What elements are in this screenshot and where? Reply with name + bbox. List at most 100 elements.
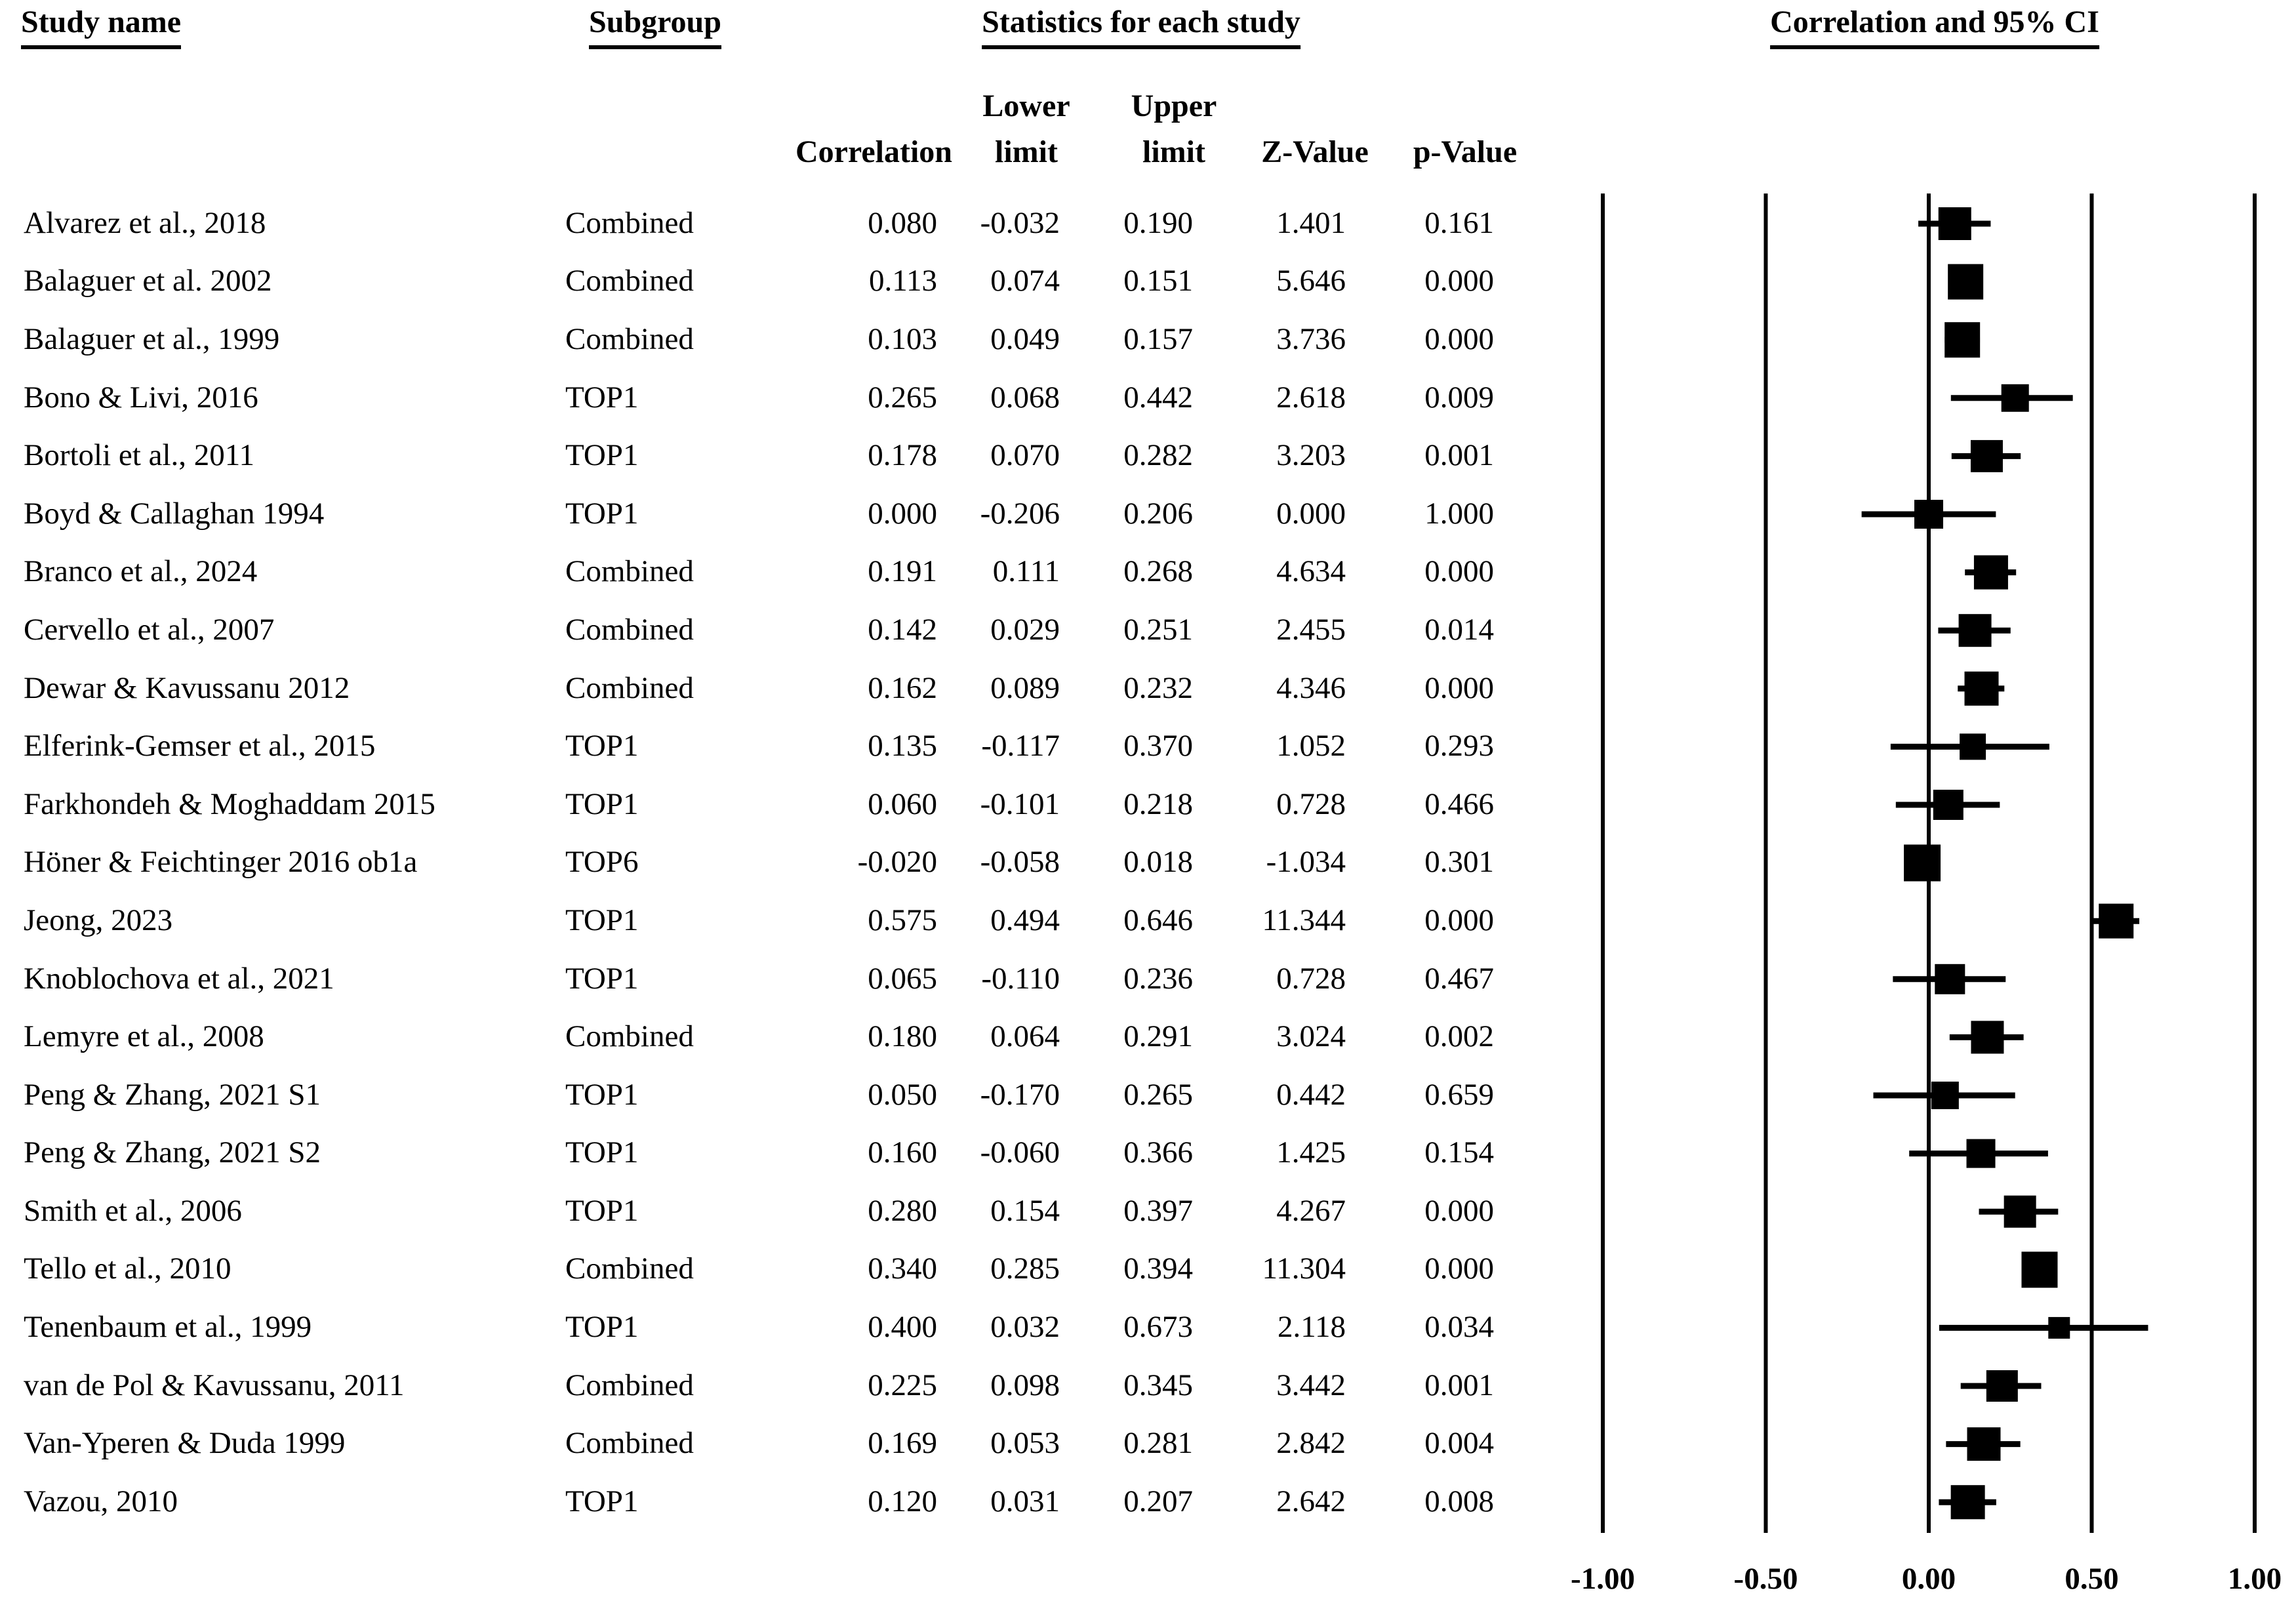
subgroup-cell: TOP1	[565, 786, 639, 821]
table-row: Smith et al., 2006 TOP1 0.280 0.154 0.39…	[0, 1182, 1574, 1240]
table-row: Lemyre et al., 2008 Combined 0.180 0.064…	[0, 1007, 1574, 1066]
correlation-cell: 0.280	[868, 1193, 937, 1228]
p-value-cell: 0.034	[1424, 1310, 1494, 1345]
table-row: Balaguer et al. 2002 Combined 0.113 0.07…	[0, 253, 1574, 311]
effect-square	[1914, 500, 1943, 529]
lower-limit-cell: 0.111	[992, 554, 1060, 589]
effect-square	[1958, 614, 1992, 647]
upper-limit-cell: 0.268	[1123, 554, 1193, 589]
p-value-cell: 0.000	[1424, 554, 1494, 589]
study-name-cell: Tello et al., 2010	[24, 1251, 232, 1286]
correlation-cell: 0.191	[868, 554, 937, 589]
study-table: Alvarez et al., 2018 Combined 0.080 -0.0…	[0, 194, 1574, 1531]
lower-header-line1: Lower	[982, 89, 1070, 123]
effect-square	[1931, 1082, 1959, 1109]
correlation-cell: 0.265	[868, 380, 937, 415]
subgroup-cell: TOP1	[565, 1193, 639, 1228]
z-value-cell: 1.425	[1276, 1135, 1346, 1170]
x-axis-tick-label: 0.50	[2064, 1562, 2119, 1596]
effect-square	[1938, 207, 1971, 240]
subgroup-cell: Combined	[565, 1368, 694, 1402]
table-row: Farkhondeh & Moghaddam 2015 TOP1 0.060 -…	[0, 775, 1574, 834]
subgroup-cell: Combined	[565, 670, 694, 705]
subgroup-cell: TOP1	[565, 961, 639, 996]
p-value-cell: 0.161	[1424, 205, 1494, 240]
table-row: Balaguer et al., 1999 Combined 0.103 0.0…	[0, 310, 1574, 369]
study-name-cell: Balaguer et al. 2002	[24, 264, 272, 298]
subgroup-cell: TOP1	[565, 729, 639, 763]
effect-square	[1904, 844, 1941, 882]
z-value-cell: 3.024	[1276, 1019, 1346, 1054]
table-row: Branco et al., 2024 Combined 0.191 0.111…	[0, 543, 1574, 601]
study-name-cell: Bono & Livi, 2016	[24, 380, 258, 415]
study-name-cell: Alvarez et al., 2018	[24, 205, 266, 240]
lower-limit-cell: 0.032	[990, 1310, 1060, 1345]
correlation-cell: 0.000	[868, 496, 937, 531]
table-row: Elferink-Gemser et al., 2015 TOP1 0.135 …	[0, 717, 1574, 775]
study-name-cell: Lemyre et al., 2008	[24, 1019, 264, 1054]
p-value-cell: 0.000	[1424, 1193, 1494, 1228]
z-value-cell: 2.118	[1277, 1310, 1346, 1345]
lower-limit-cell: -0.117	[981, 729, 1060, 763]
p-value-cell: 0.000	[1424, 903, 1494, 937]
table-row: Bortoli et al., 2011 TOP1 0.178 0.070 0.…	[0, 426, 1574, 485]
subgroup-cell: Combined	[565, 205, 694, 240]
z-value-cell: 2.618	[1276, 380, 1346, 415]
subgroup-header: Subgroup	[589, 4, 721, 50]
lower-limit-cell: -0.058	[980, 845, 1060, 880]
study-name-cell: Peng & Zhang, 2021 S2	[24, 1135, 321, 1170]
p-value-cell: 0.466	[1424, 786, 1494, 821]
subgroup-cell: Combined	[565, 1251, 694, 1286]
subgroup-cell: Combined	[565, 612, 694, 647]
table-row: Cervello et al., 2007 Combined 0.142 0.0…	[0, 601, 1574, 659]
study-name-cell: Elferink-Gemser et al., 2015	[24, 729, 376, 763]
table-row: Tello et al., 2010 Combined 0.340 0.285 …	[0, 1240, 1574, 1299]
correlation-cell: 0.065	[868, 961, 937, 996]
effect-square	[1970, 439, 2003, 472]
lower-limit-cell: -0.032	[980, 205, 1060, 240]
table-row: Vazou, 2010 TOP1 0.120 0.031 0.207 2.642…	[0, 1473, 1574, 1531]
study-name-cell: Smith et al., 2006	[24, 1193, 242, 1228]
study-name-cell: Knoblochova et al., 2021	[24, 961, 334, 996]
upper-limit-cell: 0.282	[1123, 438, 1193, 473]
p-value-cell: 0.467	[1424, 961, 1494, 996]
study-name-cell: Farkhondeh & Moghaddam 2015	[24, 786, 435, 821]
study-name-cell: Jeong, 2023	[24, 903, 173, 937]
effect-square	[1950, 1485, 1985, 1520]
lower-limit-cell: 0.074	[990, 264, 1060, 298]
subgroup-cell: TOP1	[565, 1484, 639, 1518]
effect-square	[1971, 1021, 2004, 1054]
upper-limit-cell: 0.218	[1123, 786, 1193, 821]
effect-square	[2001, 384, 2029, 412]
p-value-cell: 0.001	[1424, 1368, 1494, 1402]
correlation-cell: 0.225	[868, 1368, 937, 1402]
table-row: Jeong, 2023 TOP1 0.575 0.494 0.646 11.34…	[0, 891, 1574, 950]
z-value-cell: 0.000	[1276, 496, 1346, 531]
table-row: Knoblochova et al., 2021 TOP1 0.065 -0.1…	[0, 950, 1574, 1008]
upper-limit-cell: 0.442	[1123, 380, 1193, 415]
z-value-cell: 2.642	[1276, 1484, 1346, 1518]
z-value-cell: 0.728	[1276, 961, 1346, 996]
lower-limit-cell: 0.053	[990, 1426, 1060, 1461]
correlation-cell: 0.575	[868, 903, 937, 937]
effect-square	[1935, 964, 1965, 994]
effect-square	[1973, 555, 2008, 590]
p-value-cell: 0.000	[1424, 670, 1494, 705]
correlation-cell: 0.400	[868, 1310, 937, 1345]
upper-limit-cell: 0.206	[1123, 496, 1193, 531]
lower-limit-cell: -0.060	[980, 1135, 1060, 1170]
lower-limit-cell: 0.154	[990, 1193, 1060, 1228]
z-value-cell: -1.034	[1266, 845, 1346, 880]
p-value-cell: 0.000	[1424, 264, 1494, 298]
lower-limit-cell: 0.494	[990, 903, 1060, 937]
subgroup-cell: Combined	[565, 1426, 694, 1461]
study-name-cell: Peng & Zhang, 2021 S1	[24, 1077, 321, 1112]
effect-square	[2099, 903, 2134, 939]
lower-limit-cell: 0.070	[990, 438, 1060, 473]
upper-limit-cell: 0.397	[1123, 1193, 1193, 1228]
lower-limit-cell: 0.029	[990, 612, 1060, 647]
lower-limit-cell: 0.064	[990, 1019, 1060, 1054]
z-value-cell: 4.346	[1276, 670, 1346, 705]
p-value-cell: 0.001	[1424, 438, 1494, 473]
subgroup-cell: Combined	[565, 554, 694, 589]
